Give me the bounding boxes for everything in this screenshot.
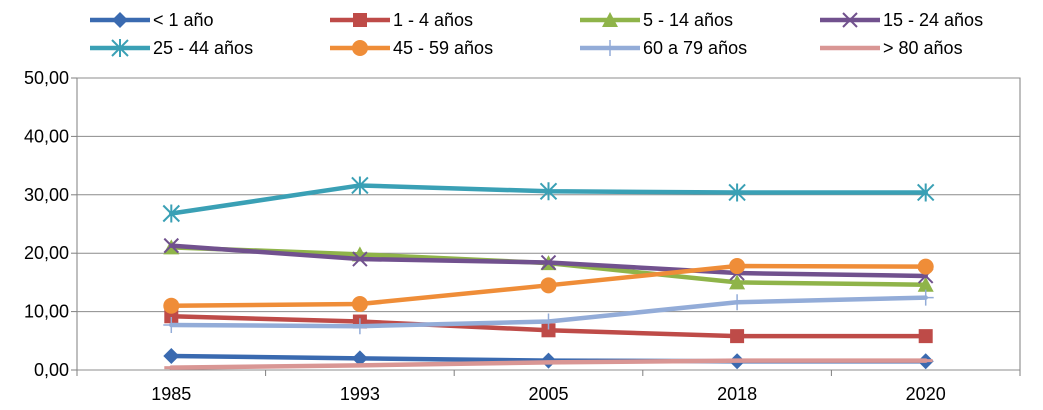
legend-item: 1 - 4 años: [330, 10, 473, 30]
y-tick-label: 20,00: [24, 243, 69, 263]
data-point: [351, 318, 368, 335]
x-tick-label: 2020: [906, 384, 946, 404]
data-point: [539, 182, 558, 201]
series-2: [164, 309, 933, 344]
legend-item: 15 - 24 años: [820, 10, 983, 30]
data-point: [351, 350, 368, 367]
data-point: [729, 274, 746, 290]
series-6: [163, 258, 934, 314]
legend-marker: [842, 12, 858, 28]
data-point: [728, 183, 746, 202]
legend-marker: [352, 40, 368, 56]
legend-label: 1 - 4 años: [393, 10, 473, 30]
legend-marker: [112, 12, 128, 28]
data-point: [162, 204, 181, 223]
y-tick-label: 30,00: [24, 185, 69, 205]
legend-label: 15 - 24 años: [883, 10, 983, 30]
y-tick-label: 50,00: [24, 68, 69, 88]
x-tick-label: 1993: [340, 384, 380, 404]
x-tick-label: 1985: [151, 384, 191, 404]
data-point: [163, 237, 180, 254]
data-point: [730, 329, 745, 344]
data-point: [916, 183, 935, 202]
legend-label: > 80 años: [883, 38, 963, 58]
legend: < 1 año 1 - 4 años 5 - 14 años 15 - 24 años…: [90, 10, 983, 58]
series-4: [163, 237, 934, 284]
x-tick-label: 2018: [717, 384, 757, 404]
data-point: [917, 289, 934, 306]
series-lines: [162, 176, 935, 370]
data-point: [540, 254, 557, 271]
legend-label: < 1 año: [153, 10, 214, 30]
legend-item: 5 - 14 años: [580, 10, 733, 30]
legend-marker: [602, 40, 618, 56]
data-point: [163, 317, 180, 334]
data-point: [540, 313, 557, 330]
legend-item: < 1 año: [90, 10, 214, 30]
legend-label: 45 - 59 años: [393, 38, 493, 58]
axes: 0,00 10,00 20,00 30,00 40,00 50,00 1985 1993 200…: [24, 68, 1021, 404]
data-point: [351, 296, 368, 313]
legend-item: 60 a 79 años: [580, 38, 747, 58]
gridlines: [76, 77, 1021, 371]
series-7: [163, 289, 934, 335]
data-point: [163, 297, 180, 314]
data-point: [541, 323, 556, 338]
legend-item: 45 - 59 años: [330, 38, 493, 58]
data-point: [163, 347, 180, 364]
y-tick-label: 10,00: [24, 302, 69, 322]
legend-item: > 80 años: [820, 38, 963, 58]
series-8: [164, 358, 933, 370]
data-point: [918, 329, 933, 344]
legend-marker: [353, 13, 367, 27]
legend-label: 60 a 79 años: [643, 38, 747, 58]
legend-marker: [602, 12, 618, 27]
series-5: [162, 176, 935, 223]
data-point: [352, 251, 368, 267]
data-point: [729, 294, 746, 311]
x-tick-label: 2005: [528, 384, 568, 404]
legend-label: 25 - 44 años: [153, 38, 253, 58]
data-point: [729, 258, 746, 275]
legend-item: 25 - 44 años: [90, 38, 253, 58]
data-point: [917, 258, 934, 275]
data-point: [351, 176, 369, 195]
y-tick-label: 0,00: [34, 360, 69, 380]
data-point: [540, 277, 557, 294]
legend-label: 5 - 14 años: [643, 10, 733, 30]
y-tick-label: 40,00: [24, 126, 69, 146]
legend-marker: [111, 39, 129, 57]
data-point: [917, 276, 934, 292]
